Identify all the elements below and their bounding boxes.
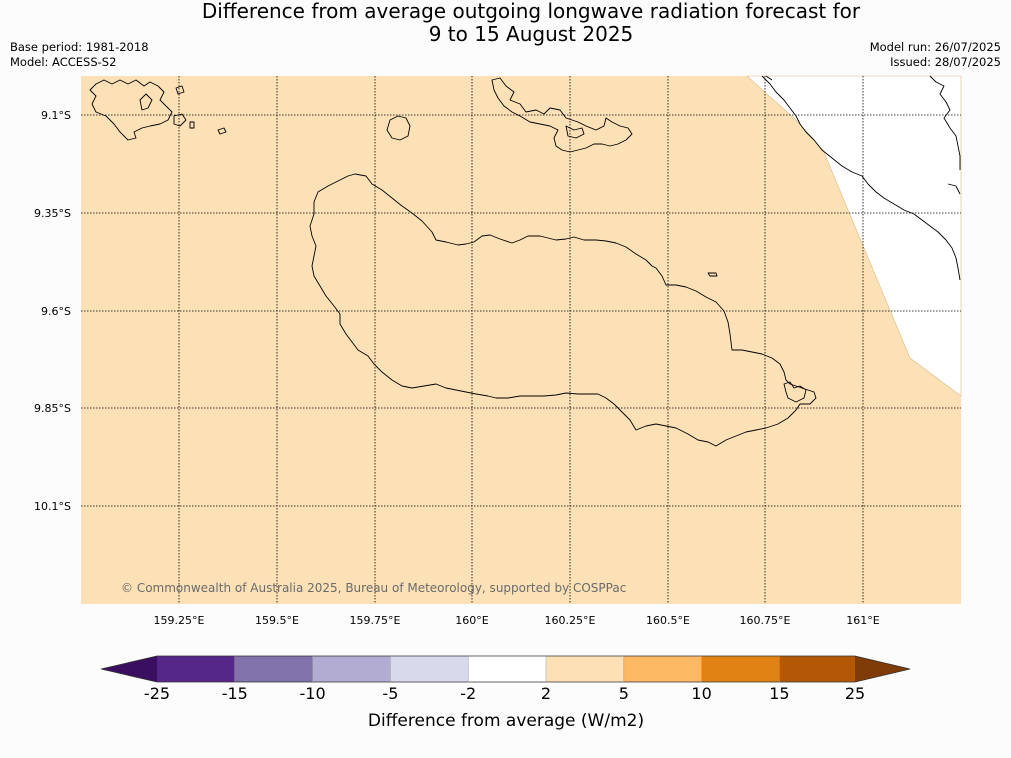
colorbar-segment [312,656,391,682]
colorbar-segment [390,656,469,682]
latitude-labels: 9.1°S 9.35°S 9.6°S 9.85°S 10.1°S [34,109,71,513]
colorbar-dividers [234,656,780,682]
title-line-1: Difference from average outgoing longwav… [201,0,861,23]
copyright-notice: © Commonwealth of Australia 2025, Bureau… [121,581,626,595]
lat-label: 9.85°S [34,402,71,415]
colorbar-tick: -15 [222,684,248,703]
coastline-marau [783,381,807,403]
figure-title: Difference from average outgoing longwav… [0,0,1011,46]
colorbar-label: Difference from average (W/m2) [368,711,644,731]
colorbar-tick: -5 [382,684,398,703]
coastline-islet-3 [217,127,227,135]
lon-label: 160.5°E [646,614,690,627]
colorbar-ticks: -25 -15 -10 -5 -2 2 5 10 15 25 [144,684,865,703]
colorbar-segment [701,656,780,682]
lon-label: 159.75°E [350,614,401,627]
title-line-2: 9 to 15 August 2025 [428,22,634,46]
colorbar-tick: 2 [541,684,551,703]
colorbar-segment [779,656,855,682]
colorbar: -25 -15 -10 -5 -2 2 5 10 15 25 Differenc… [100,655,911,731]
meta-right: Model run: 26/07/2025 Issued: 28/07/2025 [870,40,1001,70]
coastline-russell-inlet [139,93,153,111]
anomaly-fill [81,76,961,604]
colorbar-tick: 15 [769,684,789,703]
coastline-nggela-inlet [565,125,585,139]
coastlines [89,75,961,447]
lon-label: 160°E [455,614,488,627]
longitude-labels: 159.25°E 159.5°E 159.75°E 160°E 160.25°E… [154,614,880,627]
colorbar-segment [234,656,313,682]
coastline-savo [386,115,411,141]
issued-date: Issued: 28/07/2025 [890,55,1001,69]
coastline-guadalcanal [309,173,817,447]
no-data-region [746,75,962,397]
meta-left: Base period: 1981-2018 Model: ACCESS-S2 [10,40,149,70]
coastline-islet-2 [189,121,195,129]
colorbar-tick: -25 [144,684,170,703]
coastline-islet-4 [175,85,185,95]
coastline-island-small [707,272,718,277]
colorbar-segment [101,656,157,682]
lat-label: 9.35°S [34,207,71,220]
lat-label: 9.6°S [41,305,71,318]
map-panel: 9.1°S 9.35°S 9.6°S 9.85°S 10.1°S 159.25°… [34,75,962,627]
coastline-islet-1 [173,113,187,127]
colorbar-segment [546,656,624,682]
colorbar-tick: -10 [300,684,326,703]
lat-label: 10.1°S [34,500,71,513]
coastline-russell-islands [89,79,173,141]
model-name: Model: ACCESS-S2 [10,55,117,69]
base-period: Base period: 1981-2018 [10,40,149,54]
colorbar-segment [468,656,546,682]
lat-label: 9.1°S [41,109,71,122]
lon-label: 159.25°E [154,614,205,627]
lon-label: 161°E [846,614,879,627]
colorbar-tick: 5 [619,684,629,703]
coastline-malaita [761,75,961,281]
lon-label: 160.25°E [545,614,596,627]
lon-label: 160.75°E [740,614,791,627]
model-run-date: Model run: 26/07/2025 [869,40,1001,54]
colorbar-tick: -2 [460,684,476,703]
colorbar-outline [100,655,911,683]
graticule [81,76,961,604]
colorbar-tick: 10 [691,684,711,703]
colorbar-segment [623,656,702,682]
lon-label: 159.5°E [255,614,299,627]
coastline-florida-islands [491,77,633,153]
colorbar-segment [157,656,235,682]
colorbar-segment [855,656,910,682]
colorbar-tick: 25 [845,684,865,703]
